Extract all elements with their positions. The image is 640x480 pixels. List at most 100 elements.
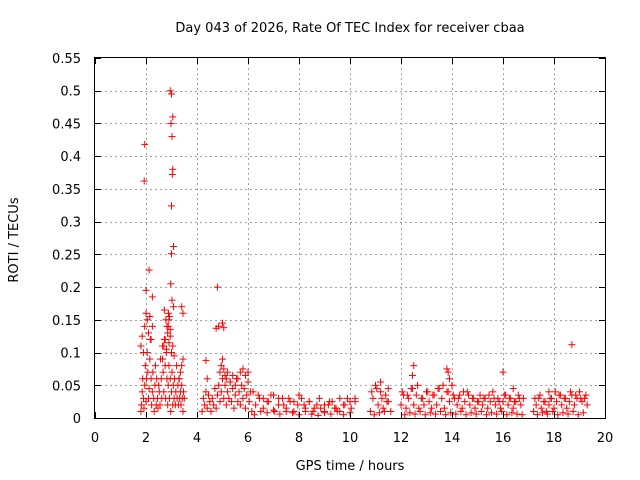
data-point <box>459 388 467 396</box>
data-point <box>513 410 521 418</box>
data-point <box>203 404 211 412</box>
data-point <box>219 355 226 363</box>
data-point <box>137 407 145 415</box>
data-point <box>211 385 219 393</box>
data-point <box>488 409 496 417</box>
data-point <box>282 407 290 415</box>
x-axis-title: GPS time / hours <box>296 459 405 474</box>
data-point <box>178 362 186 370</box>
data-point <box>148 322 156 330</box>
y-tick-label: 0.1 <box>60 347 81 362</box>
data-point <box>241 404 249 412</box>
data-point <box>315 394 323 402</box>
data-point <box>224 388 232 396</box>
data-point <box>452 410 460 418</box>
y-tick-label: 0.35 <box>52 183 81 198</box>
y-tick-label: 0.2 <box>60 281 81 296</box>
data-point <box>579 409 587 417</box>
data-point <box>170 243 178 251</box>
data-point <box>574 411 582 419</box>
data-point <box>465 391 473 399</box>
data-point <box>141 322 149 330</box>
data-point <box>239 365 247 373</box>
data-point <box>366 407 374 415</box>
data-point <box>556 391 564 399</box>
data-point <box>151 362 159 370</box>
y-tick-label: 0.3 <box>60 216 81 231</box>
data-point <box>145 385 153 393</box>
y-tick-label: 0.4 <box>60 150 81 165</box>
data-point <box>402 404 410 412</box>
data-point <box>499 368 507 376</box>
x-tick-label: 20 <box>597 431 614 446</box>
data-point <box>341 401 349 409</box>
data-point <box>166 87 174 95</box>
data-point <box>245 398 253 406</box>
data-point <box>208 394 216 402</box>
data-point <box>222 401 230 409</box>
data-point <box>439 381 447 389</box>
data-point <box>271 407 279 415</box>
data-point <box>155 381 163 389</box>
data-point <box>165 339 173 347</box>
data-point <box>480 394 488 402</box>
data-point <box>493 410 501 418</box>
data-point <box>159 355 167 363</box>
data-point <box>168 90 175 98</box>
data-point <box>570 401 578 409</box>
data-point <box>544 410 552 418</box>
data-point <box>514 391 522 399</box>
data-point <box>412 391 420 399</box>
data-point <box>532 401 540 409</box>
data-point <box>558 401 566 409</box>
data-point <box>138 332 146 340</box>
data-point <box>222 375 230 383</box>
data-point <box>461 398 469 406</box>
data-point <box>321 401 328 409</box>
data-point <box>240 385 248 393</box>
data-point <box>229 371 237 379</box>
data-point <box>462 411 470 419</box>
data-point <box>551 388 559 396</box>
data-point <box>510 398 518 406</box>
data-point <box>546 394 554 402</box>
data-point <box>437 407 445 415</box>
data-point <box>166 326 174 334</box>
data-point <box>549 407 557 415</box>
data-point <box>340 411 348 419</box>
data-point <box>508 409 516 417</box>
data-point <box>290 398 298 406</box>
data-point <box>419 394 427 402</box>
data-point <box>410 401 418 409</box>
data-point <box>476 391 484 399</box>
data-point <box>295 391 303 399</box>
data-point <box>568 341 576 349</box>
data-point <box>577 394 585 402</box>
data-point <box>168 202 175 210</box>
data-point <box>403 391 411 399</box>
data-point <box>518 411 526 419</box>
data-point <box>216 398 224 406</box>
data-point <box>445 398 453 406</box>
data-point <box>554 411 562 419</box>
data-point <box>280 401 288 409</box>
data-point <box>308 410 316 418</box>
data-point <box>166 332 174 340</box>
data-point <box>375 409 383 417</box>
data-point <box>440 404 448 412</box>
data-point <box>162 345 170 353</box>
x-tick-label: 10 <box>342 431 359 446</box>
data-point <box>504 401 512 409</box>
data-point <box>167 407 175 415</box>
data-point <box>444 368 452 376</box>
data-point <box>565 398 573 406</box>
data-point <box>424 388 432 396</box>
data-point <box>572 391 580 399</box>
data-point <box>250 411 258 419</box>
data-point <box>231 381 239 389</box>
data-point <box>442 411 450 419</box>
data-point <box>377 378 385 386</box>
data-point <box>230 404 238 412</box>
data-point <box>448 381 456 389</box>
data-point <box>179 388 187 396</box>
